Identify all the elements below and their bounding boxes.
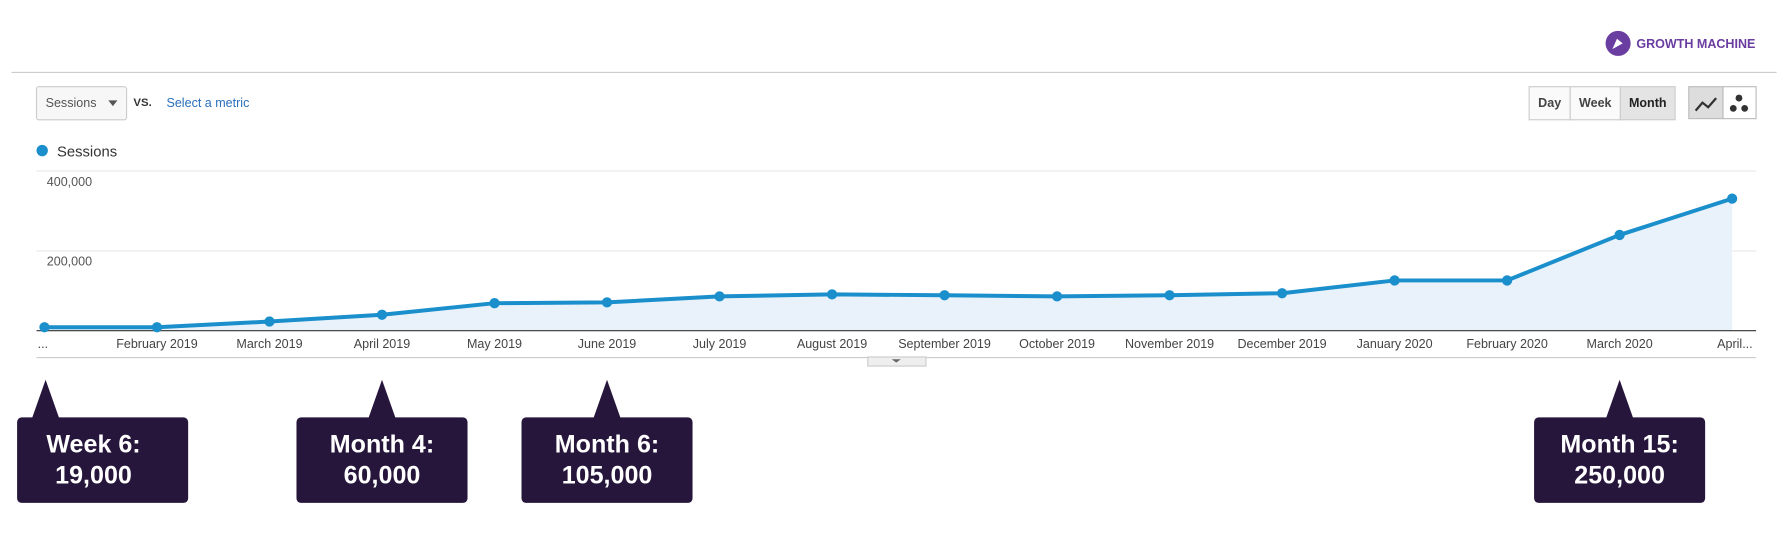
x-tick-label: April 2019 xyxy=(354,337,410,351)
select-metric-link[interactable]: Select a metric xyxy=(166,96,249,110)
x-tick-label: August 2019 xyxy=(797,337,867,351)
brand-rocket xyxy=(1612,38,1623,50)
data-point xyxy=(489,298,500,309)
data-point xyxy=(601,297,613,308)
motion-icon xyxy=(1735,94,1743,102)
callout-box xyxy=(521,417,693,503)
data-point xyxy=(376,309,388,320)
x-tick-label: March 2019 xyxy=(236,337,302,351)
callout-text: Week 6: xyxy=(46,431,140,459)
callout-text: 250,000 xyxy=(1574,462,1665,490)
x-tick-label: November 2019 xyxy=(1125,337,1214,351)
period-label: Week xyxy=(1579,96,1612,110)
data-point xyxy=(714,291,725,302)
brand-name: GROWTH MACHINE xyxy=(1636,37,1755,51)
area xyxy=(44,198,1733,331)
callout-text: 19,000 xyxy=(55,462,132,490)
period-label: Day xyxy=(1538,96,1561,110)
data-point xyxy=(939,290,950,301)
callout-pointer xyxy=(1605,379,1634,419)
data-point xyxy=(1051,291,1063,302)
line xyxy=(44,196,1733,330)
data-point xyxy=(39,322,50,333)
x-tick-label: March 2020 xyxy=(1587,337,1653,351)
data-point xyxy=(826,289,838,300)
y-tick-label: 200,000 xyxy=(47,255,92,269)
x-tick-label: April... xyxy=(1717,337,1753,351)
data-point xyxy=(151,322,163,333)
x-tick-label: May 2019 xyxy=(467,337,522,351)
legend-dot xyxy=(36,144,48,157)
x-tick-label: ... xyxy=(38,337,48,351)
callout-text: 105,000 xyxy=(562,462,653,490)
data-point xyxy=(1726,193,1738,204)
x-tick-label: June 2019 xyxy=(578,337,637,351)
x-tick-label: July 2019 xyxy=(693,337,747,351)
period-button[interactable] xyxy=(1528,86,1571,121)
callout-box xyxy=(1534,417,1706,503)
line-chart-icon xyxy=(1694,97,1718,112)
period-button[interactable] xyxy=(1619,86,1676,121)
callout-text: Month 4: xyxy=(330,431,434,459)
motion-chart-button[interactable] xyxy=(1722,86,1757,120)
callout-pointer xyxy=(593,379,621,419)
motion-icon xyxy=(1729,104,1737,112)
callout-text: Month 6: xyxy=(555,431,659,459)
legend-label: Sessions xyxy=(57,144,117,160)
metric-label: Sessions xyxy=(46,96,97,110)
data-point xyxy=(1614,229,1625,241)
line-chart-button[interactable] xyxy=(1688,86,1724,120)
metric-dropdown[interactable] xyxy=(35,86,128,121)
data-point xyxy=(1389,275,1400,286)
period-label: Month xyxy=(1629,96,1667,110)
vs-label: VS. xyxy=(133,97,151,109)
x-tick-label: February 2020 xyxy=(1466,337,1548,351)
data-point xyxy=(1501,275,1513,286)
x-tick-label: February 2019 xyxy=(116,337,198,351)
callout-box xyxy=(296,417,468,503)
data-point xyxy=(1164,290,1175,301)
callout-text: 60,000 xyxy=(344,462,421,490)
data-point xyxy=(264,316,275,327)
x-tick-label: December 2019 xyxy=(1237,337,1326,351)
callout-pointer xyxy=(368,379,396,419)
x-tick-label: September 2019 xyxy=(898,337,991,351)
data-point xyxy=(1276,288,1288,299)
period-button[interactable] xyxy=(1569,86,1621,121)
callout-text: Month 15: xyxy=(1560,431,1678,459)
x-tick-label: January 2020 xyxy=(1357,337,1433,351)
callout-box xyxy=(17,417,189,503)
y-tick-label: 400,000 xyxy=(47,175,92,189)
callout-pointer xyxy=(31,379,60,419)
x-tick-label: October 2019 xyxy=(1019,337,1095,351)
range-caret xyxy=(891,359,901,363)
dropdown-caret xyxy=(108,100,118,107)
motion-icon xyxy=(1741,104,1749,112)
